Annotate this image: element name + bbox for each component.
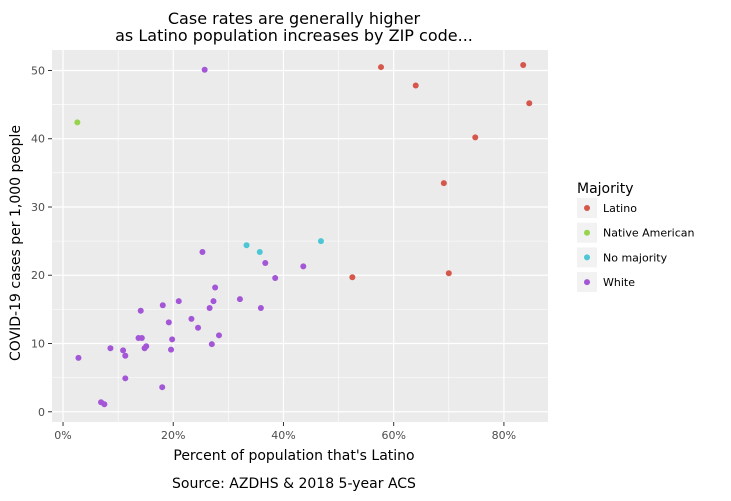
y-tick-label: 40 [31, 133, 45, 146]
point-white [137, 307, 144, 314]
point-white [138, 335, 145, 342]
legend: Majority Latino Native American No majorit… [577, 181, 694, 293]
point-white [206, 305, 213, 312]
point-latino [440, 180, 447, 187]
point-native-american [74, 119, 81, 126]
y-tick-label: 50 [31, 64, 45, 77]
point-white [175, 298, 182, 305]
point-white [195, 324, 202, 331]
point-white [236, 296, 243, 303]
y-tick-label: 10 [31, 338, 45, 351]
point-latino [472, 134, 479, 141]
point-no-majority [256, 249, 263, 256]
point-white [159, 302, 166, 309]
legend-label-latino: Latino [603, 202, 637, 215]
point-white [101, 401, 108, 408]
point-latino [445, 270, 452, 277]
point-white [165, 319, 172, 326]
point-latino [520, 62, 527, 69]
data-points [74, 62, 533, 408]
point-white [122, 352, 129, 359]
point-latino [378, 64, 385, 71]
x-tick-label: 40% [271, 429, 295, 442]
chart-title-line-2: as Latino population increases by ZIP co… [115, 26, 473, 45]
x-tick-label: 20% [161, 429, 185, 442]
point-white [300, 263, 307, 270]
chart-caption: Source: AZDHS & 2018 5-year ACS [172, 476, 416, 492]
x-tick-label: 60% [381, 429, 405, 442]
x-tick-label: 0% [54, 429, 71, 442]
legend-label-white: White [603, 276, 635, 289]
axis-ticks: 0% 20% 40% 60% 80% 0 10 20 30 40 50 [31, 64, 516, 442]
point-white [159, 384, 166, 391]
legend-title: Majority [577, 181, 634, 197]
legend-label-no-majority: No majority [603, 251, 668, 264]
y-axis-title: COVID-19 cases per 1,000 people [8, 125, 24, 361]
point-white [212, 284, 219, 291]
point-white [262, 259, 269, 266]
point-white [75, 354, 82, 361]
point-latino [526, 100, 533, 107]
point-white [120, 347, 127, 354]
point-white [210, 298, 217, 305]
point-white [215, 332, 222, 339]
point-white [107, 345, 114, 352]
grid-lines [52, 50, 548, 422]
plot-panel [52, 50, 548, 422]
point-white [199, 249, 206, 256]
x-axis-title: Percent of population that's Latino [173, 448, 414, 464]
point-white [208, 341, 215, 348]
legend-label-native-american: Native American [603, 227, 694, 240]
point-latino [412, 82, 419, 89]
point-white [272, 274, 279, 281]
legend-marker-latino [584, 205, 590, 211]
x-tick-label: 80% [492, 429, 516, 442]
legend-marker-native-american [584, 229, 590, 236]
y-tick-label: 20 [31, 269, 45, 282]
y-tick-label: 0 [38, 406, 45, 419]
y-tick-label: 30 [31, 201, 45, 214]
point-white [201, 66, 208, 73]
point-white [169, 336, 176, 343]
legend-marker-white [584, 279, 590, 286]
legend-marker-no-majority [584, 254, 590, 261]
chart-title-line-1: Case rates are generally higher [168, 9, 421, 28]
point-white [257, 305, 264, 312]
point-no-majority [317, 238, 324, 245]
point-white [188, 315, 195, 322]
point-latino [349, 274, 356, 281]
point-white [122, 375, 129, 382]
point-white [168, 346, 175, 353]
point-white [141, 345, 148, 352]
point-no-majority [243, 242, 250, 249]
